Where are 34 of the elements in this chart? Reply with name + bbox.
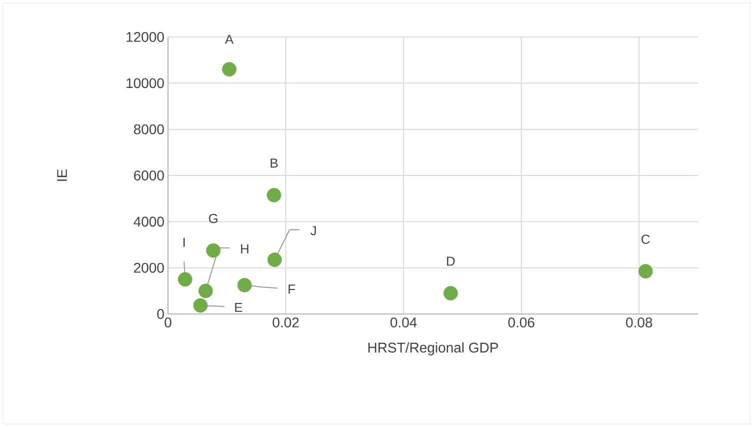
annotation: E [235,302,242,312]
x-tick-label: 0.02 [272,318,299,328]
annotation: C [642,234,650,244]
y-tick-label: 12000 [126,32,164,42]
point [193,298,208,313]
annotation: B [270,158,278,168]
x-tick-label: 0 [164,318,172,328]
point [443,286,458,300]
annotation: D [447,256,455,266]
point [237,278,252,292]
y-tick-label: 8000 [134,124,164,134]
annotation: F [288,284,296,294]
y-tick-label: 6000 [134,170,164,180]
annotation: H [241,244,248,254]
y-tick-label: 2000 [134,262,164,273]
y-tick-label: 4000 [134,216,164,227]
x-tick-label: 0.04 [390,318,417,328]
point [206,243,221,258]
annotation: G [208,214,218,224]
point [266,188,282,202]
y-tick-label: 0 [157,309,164,319]
point [222,62,236,77]
annotation: J [310,226,316,236]
point [638,264,653,278]
annotation: I [183,238,185,247]
x-tick-label: 0.06 [508,318,534,328]
annotation: A [224,34,234,44]
x-axis-title: HRST/Regional GDP [368,342,498,356]
point [198,284,213,298]
point [267,252,282,267]
y-axis-title: IE [57,169,67,181]
y-tick-label: 10000 [126,78,164,88]
point [178,272,192,287]
x-tick-label: 0.08 [626,318,652,328]
